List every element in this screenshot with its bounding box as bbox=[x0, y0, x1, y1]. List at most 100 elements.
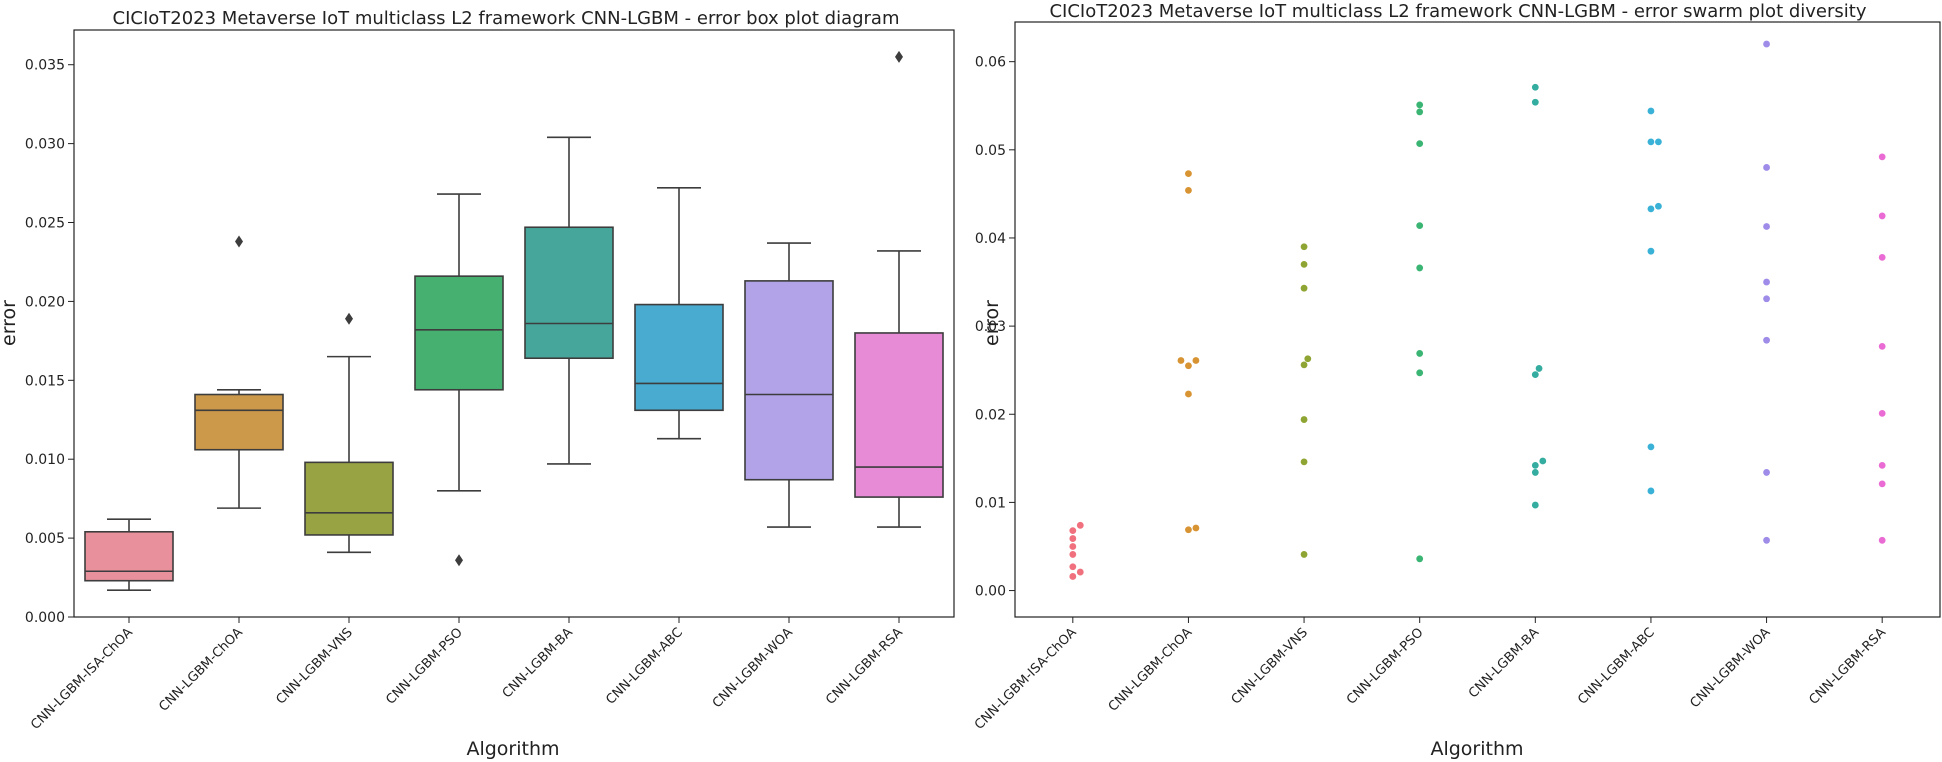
swarm-point bbox=[1878, 342, 1886, 350]
swarm-point bbox=[1416, 555, 1424, 563]
swarm-point bbox=[1878, 153, 1886, 161]
y-tick-label: 0.05 bbox=[975, 143, 1006, 159]
swarm-point bbox=[1300, 551, 1308, 558]
box-plot-xlabel: Algorithm bbox=[466, 738, 559, 760]
box-plot-ylabel: error bbox=[0, 300, 20, 346]
swarm-point bbox=[1185, 526, 1192, 534]
swarm-point bbox=[1185, 362, 1192, 370]
x-tick-label: CNN-LGBM-PSO bbox=[1344, 625, 1427, 708]
swarm-point bbox=[1300, 284, 1308, 292]
box-outlier bbox=[235, 235, 243, 248]
swarm-plot-x-axis: CNN-LGBM-ISA-ChOA CNN-LGBM-ChOA CNN-LGBM-V… bbox=[972, 617, 1889, 733]
y-tick-label: 0.02 bbox=[975, 407, 1006, 423]
swarm-point bbox=[1655, 202, 1662, 210]
swarm-point bbox=[1416, 140, 1424, 148]
swarm-point bbox=[1300, 416, 1308, 423]
y-tick-label: 0.01 bbox=[975, 495, 1006, 511]
y-tick-label: 0.000 bbox=[25, 610, 65, 626]
y-tick-label: 0.03 bbox=[975, 319, 1006, 335]
swarm-point bbox=[1076, 568, 1084, 576]
box-plot-panel: CICIoT2023 Metaverse IoT multiclass L2 f… bbox=[0, 8, 955, 760]
box-body bbox=[84, 530, 174, 582]
swarm-point bbox=[1531, 83, 1539, 91]
swarm-point bbox=[1300, 243, 1308, 251]
y-tick-label: 0.005 bbox=[25, 531, 65, 547]
y-tick-label: 0.06 bbox=[975, 55, 1006, 71]
swarm-point bbox=[1763, 295, 1770, 303]
box-outlier bbox=[895, 50, 903, 63]
swarm-point bbox=[1531, 98, 1539, 106]
swarm-point bbox=[1878, 409, 1886, 417]
swarm-point bbox=[1647, 443, 1655, 451]
swarm-plot-y-axis: 0.00 0.01 0.02 0.03 0.04 0.05 0.06 bbox=[975, 55, 1015, 600]
swarm-point bbox=[1535, 365, 1543, 372]
swarm-point bbox=[1531, 371, 1539, 378]
y-tick-label: 0.00 bbox=[975, 584, 1006, 600]
swarm-point bbox=[1192, 524, 1200, 532]
swarm-point bbox=[1531, 461, 1539, 469]
x-tick-label: CNN-LGBM-ABC bbox=[603, 625, 686, 708]
swarm-point bbox=[1655, 138, 1662, 146]
box-outlier bbox=[455, 554, 463, 567]
swarm-point bbox=[1300, 361, 1308, 369]
swarm-point bbox=[1647, 138, 1655, 146]
box-body bbox=[304, 461, 394, 536]
swarm-point bbox=[1647, 487, 1655, 495]
y-tick-label: 0.030 bbox=[25, 137, 65, 153]
x-tick-label: CNN-LGBM-VNS bbox=[1229, 625, 1311, 707]
swarm-point bbox=[1647, 247, 1655, 255]
swarm-point bbox=[1539, 457, 1547, 465]
swarm-point bbox=[1416, 350, 1424, 357]
box-plot-title: CICIoT2023 Metaverse IoT multiclass L2 f… bbox=[113, 8, 900, 29]
y-tick-label: 0.035 bbox=[25, 58, 65, 74]
x-tick-label: CNN-LGBM-VNS bbox=[273, 625, 355, 707]
swarm-point bbox=[1763, 164, 1770, 171]
box-body bbox=[524, 226, 614, 360]
swarm-point bbox=[1763, 536, 1770, 544]
x-tick-label: CNN-LGBM-ISA-ChOA bbox=[972, 625, 1080, 733]
swarm-plot-frame bbox=[1014, 21, 1941, 618]
swarm-point bbox=[1185, 390, 1192, 398]
box-outlier bbox=[345, 312, 353, 325]
swarm-point bbox=[1763, 40, 1770, 48]
x-tick-label: CNN-LGBM-RSA bbox=[1806, 625, 1889, 708]
swarm-point bbox=[1069, 551, 1077, 558]
swarm-point bbox=[1647, 205, 1655, 213]
swarm-plot-title: CICIoT2023 Metaverse IoT multiclass L2 f… bbox=[1049, 1, 1866, 22]
x-tick-label: CNN-LGBM-WOA bbox=[710, 625, 796, 711]
swarm-point bbox=[1878, 480, 1886, 488]
box-body bbox=[414, 275, 504, 391]
swarm-plot-xlabel: Algorithm bbox=[1430, 738, 1523, 760]
y-tick-label: 0.015 bbox=[25, 373, 65, 389]
x-tick-label: CNN-LGBM-RSA bbox=[823, 625, 906, 708]
box-body bbox=[854, 332, 944, 498]
x-tick-label: CNN-LGBM-WOA bbox=[1687, 625, 1773, 711]
swarm-point bbox=[1416, 108, 1424, 116]
swarm-point bbox=[1076, 521, 1084, 529]
swarm-point bbox=[1069, 563, 1077, 571]
swarm-point bbox=[1763, 223, 1770, 230]
x-tick-label: CNN-LGBM-ISA-ChOA bbox=[28, 625, 136, 733]
swarm-point bbox=[1763, 336, 1770, 344]
swarm-point bbox=[1416, 222, 1424, 230]
swarm-point bbox=[1531, 469, 1539, 476]
y-tick-label: 0.020 bbox=[25, 294, 65, 310]
x-tick-label: CNN-LGBM-ABC bbox=[1575, 625, 1658, 708]
swarm-point bbox=[1069, 573, 1077, 580]
x-tick-label: CNN-LGBM-PSO bbox=[383, 625, 466, 708]
box-body bbox=[194, 393, 284, 451]
swarm-point bbox=[1647, 107, 1655, 115]
swarm-point bbox=[1069, 535, 1077, 542]
box-body bbox=[634, 303, 724, 412]
swarm-point bbox=[1763, 469, 1770, 476]
swarm-point bbox=[1069, 527, 1077, 535]
swarm-point bbox=[1192, 357, 1200, 364]
x-tick-label: CNN-LGBM-BA bbox=[500, 625, 576, 701]
box-plot-boxes bbox=[84, 50, 944, 591]
swarm-point bbox=[1300, 261, 1308, 268]
y-tick-label: 0.025 bbox=[25, 216, 65, 232]
swarm-point bbox=[1416, 369, 1424, 377]
swarm-point bbox=[1185, 170, 1192, 178]
y-tick-label: 0.010 bbox=[25, 452, 65, 468]
